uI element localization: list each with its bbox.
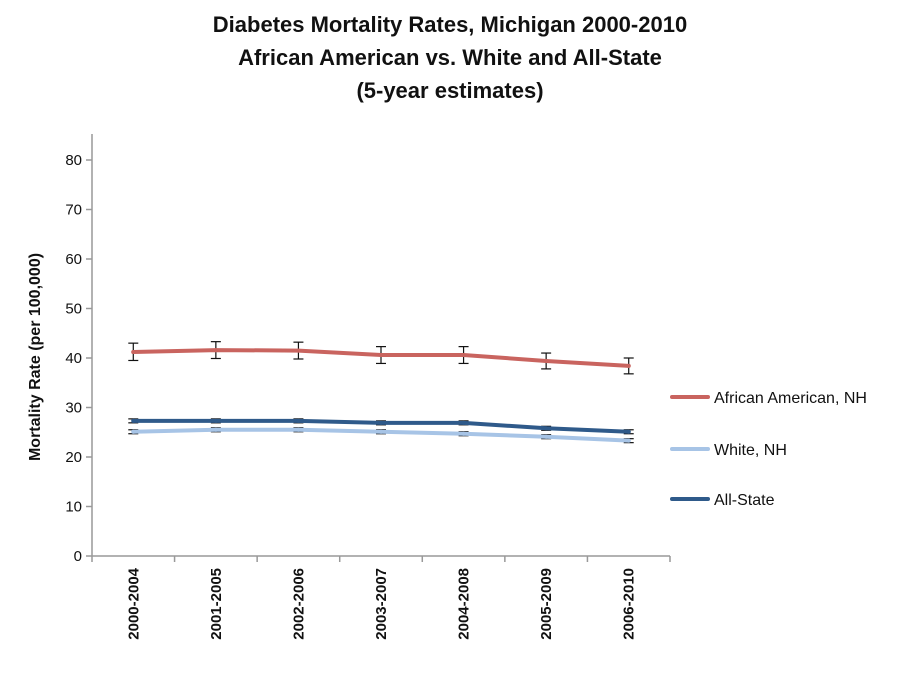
legend-label: African American, NH [714,390,867,407]
series-0 [128,341,634,375]
data-point [626,438,631,443]
y-tick-label: 60 [65,251,82,268]
legend-label: White, NH [714,442,787,459]
x-tick-label: 2001-2005 [208,568,225,640]
data-point [296,348,301,353]
x-tick-label: 2006-2010 [621,568,638,640]
data-point [213,427,218,432]
x-tick-label: 2004-2008 [456,568,473,640]
y-tick-label: 10 [65,499,82,516]
data-point [461,420,466,425]
data-point [544,358,549,363]
data-point [379,429,383,434]
series-2 [128,418,634,435]
data-point [626,429,631,434]
data-point [213,418,218,423]
chart-title-line-2: African American vs. White and All-State [238,45,662,70]
y-tick-label: 70 [65,202,82,219]
legend: African American, NH White, NH All-State [670,390,867,509]
y-tick-label: 0 [74,548,82,565]
chart-title-line-1: Diabetes Mortality Rates, Michigan 2000-… [212,12,688,37]
y-tick-label: 40 [65,350,82,367]
data-point [131,418,136,423]
data-point [379,353,383,358]
y-axis-label: Mortality Rate (per 100,000) [27,253,44,461]
axes: 0 10 20 30 40 50 60 70 80 2000-2004 2001-2005 2002-… [65,134,671,640]
data-point [544,434,549,439]
data-point [544,426,549,431]
y-tick-label: 20 [65,449,82,466]
y-tick-label: 30 [65,400,82,417]
data-point [213,348,218,353]
data-point [461,431,466,436]
x-tick-label: 2000-2004 [125,567,142,639]
series-1 [128,427,634,444]
x-tick-label: 2005-2009 [538,568,555,640]
legend-label: All-State [714,492,775,509]
data-point [296,418,301,423]
data-point [461,353,466,358]
data-point [296,427,301,432]
x-tick-label: 2003-2007 [373,568,390,640]
x-tick-label: 2002-2006 [290,568,307,640]
y-tick-label: 80 [65,152,82,169]
data-point [131,350,136,355]
y-tick-label: 50 [65,301,82,318]
data-point [626,363,631,368]
series-layer [128,341,634,444]
chart-title-line-3: (5-year estimates) [356,78,544,103]
data-point [131,429,136,434]
data-point [379,420,383,425]
